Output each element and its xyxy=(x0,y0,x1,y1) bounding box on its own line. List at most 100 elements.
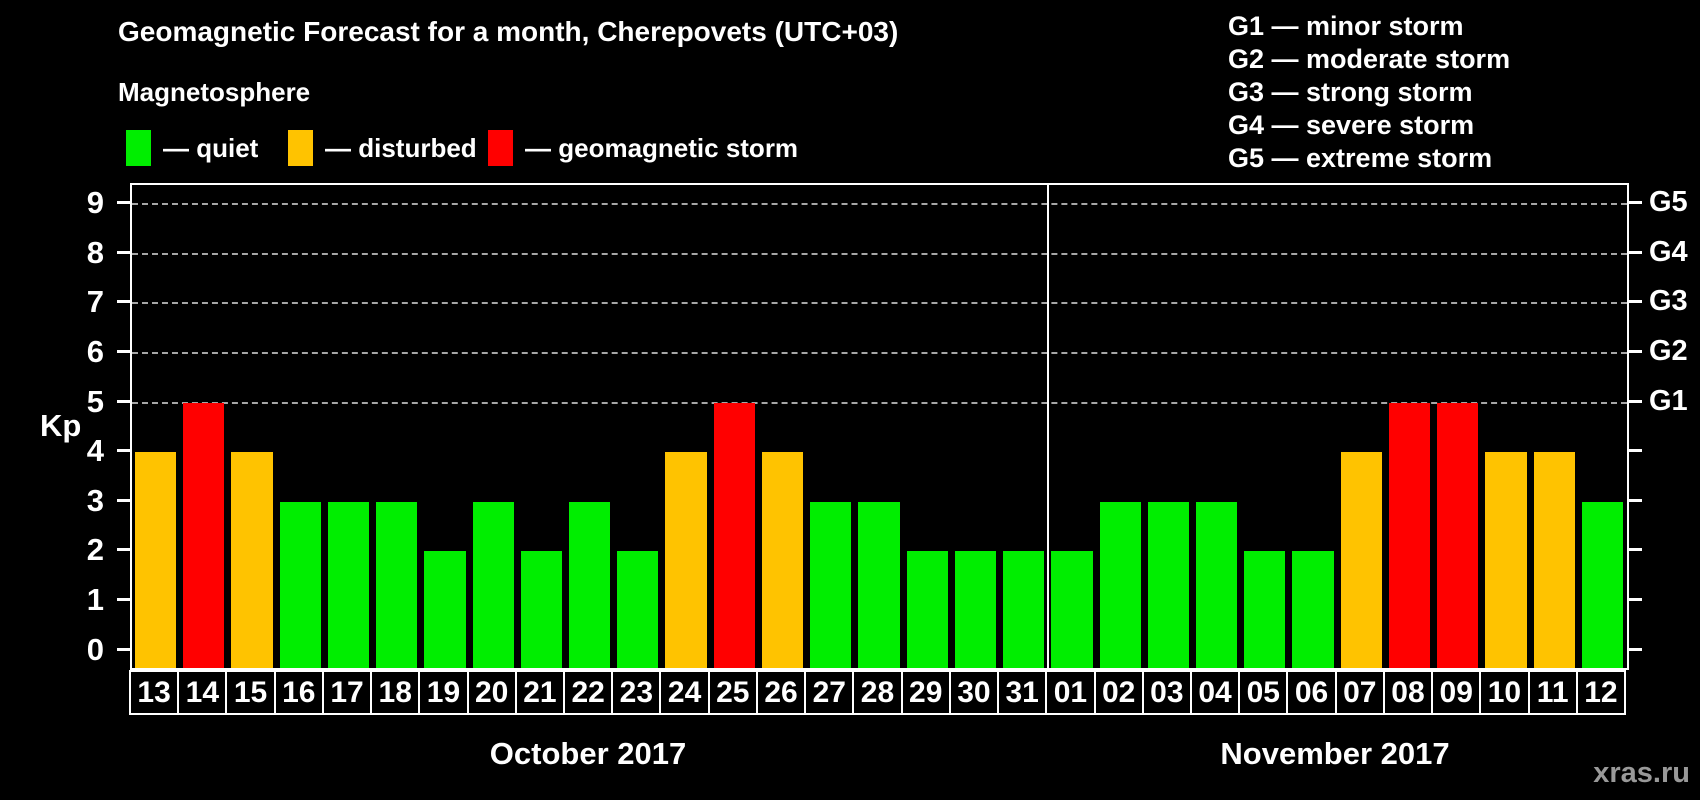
day-label-26: 26 xyxy=(755,670,807,715)
kp-bar-13 xyxy=(135,452,177,668)
legend-label-quiet: — quiet xyxy=(163,133,259,163)
month-label-october: October 2017 xyxy=(489,736,687,771)
kp-bar-03 xyxy=(1147,501,1189,668)
day-label-13: 13 xyxy=(129,670,180,715)
day-label-03: 03 xyxy=(1141,670,1192,715)
kp-bar-07 xyxy=(1340,452,1382,668)
day-label-22: 22 xyxy=(563,670,614,715)
y-tick-label-8: 8 xyxy=(86,234,104,270)
kp-bar-24 xyxy=(665,452,707,668)
right-tick-9 xyxy=(1627,201,1642,205)
y-tick-label-1: 1 xyxy=(86,582,104,618)
storm-swatch-icon xyxy=(488,130,513,166)
right-tick-7 xyxy=(1627,300,1642,304)
kp-bar-20 xyxy=(472,501,514,668)
day-label-04: 04 xyxy=(1189,670,1241,715)
gridline-kp6 xyxy=(132,352,1627,355)
legend-label-disturbed: — disturbed xyxy=(325,133,477,163)
month-separator xyxy=(1047,185,1050,668)
gridline-kp9 xyxy=(132,203,1627,206)
kp-bar-29 xyxy=(906,551,948,668)
storm-scale-legend: G1 — minor storm G2 — moderate storm G3 … xyxy=(1228,10,1510,175)
day-label-27: 27 xyxy=(804,670,855,715)
left-tick-9 xyxy=(117,201,132,205)
kp-bar-05 xyxy=(1244,551,1286,668)
left-tick-7 xyxy=(117,300,132,304)
kp-bar-14 xyxy=(183,402,225,668)
kp-bar-28 xyxy=(858,501,900,668)
day-label-29: 29 xyxy=(900,670,951,715)
left-tick-8 xyxy=(117,250,132,254)
y-tick-label-3: 3 xyxy=(86,482,104,518)
y-tick-label-6: 6 xyxy=(86,334,104,370)
day-label-10: 10 xyxy=(1479,670,1530,715)
page-title: Geomagnetic Forecast for a month, Cherep… xyxy=(118,16,899,47)
day-label-09: 09 xyxy=(1431,670,1482,715)
legend-item-storm: — geomagnetic storm xyxy=(488,130,798,166)
kp-bar-30 xyxy=(954,551,997,668)
left-tick-5 xyxy=(117,399,132,403)
left-tick-0 xyxy=(117,647,132,651)
day-label-12: 12 xyxy=(1575,670,1626,715)
kp-bar-08 xyxy=(1388,402,1431,668)
left-tick-6 xyxy=(117,350,132,354)
kp-bar-21 xyxy=(520,551,563,668)
g-axis-label-G5: G5 xyxy=(1649,186,1688,219)
day-label-07: 07 xyxy=(1334,670,1385,715)
day-label-02: 02 xyxy=(1093,670,1144,715)
gridline-kp7 xyxy=(132,302,1627,305)
y-tick-label-2: 2 xyxy=(86,532,104,568)
left-tick-1 xyxy=(117,598,132,602)
legend-item-quiet: — quiet xyxy=(126,130,258,166)
kp-bar-22 xyxy=(569,501,611,668)
kp-bar-31 xyxy=(1003,551,1045,668)
g3-legend-line: G3 — strong storm xyxy=(1228,77,1473,107)
day-label-28: 28 xyxy=(852,670,903,715)
y-tick-label-0: 0 xyxy=(86,631,104,667)
left-tick-4 xyxy=(117,449,132,453)
kp-bar-06 xyxy=(1292,551,1334,668)
plot-area xyxy=(130,183,1629,670)
day-label-20: 20 xyxy=(466,670,517,715)
kp-bar-23 xyxy=(617,551,659,668)
right-tick-2 xyxy=(1627,548,1642,552)
day-label-23: 23 xyxy=(611,670,662,715)
kp-bar-02 xyxy=(1099,501,1141,668)
kp-bar-10 xyxy=(1485,452,1527,668)
day-label-08: 08 xyxy=(1382,670,1434,715)
kp-bar-01 xyxy=(1051,551,1093,668)
kp-bar-27 xyxy=(810,501,852,668)
kp-bar-11 xyxy=(1533,452,1575,668)
day-label-24: 24 xyxy=(659,670,710,715)
g4-legend-line: G4 — severe storm xyxy=(1228,110,1475,140)
day-label-30: 30 xyxy=(948,670,1000,715)
y-tick-label-7: 7 xyxy=(86,284,104,320)
g1-legend-line: G1 — minor storm xyxy=(1228,11,1464,41)
right-tick-6 xyxy=(1627,350,1642,354)
g-axis-label-G2: G2 xyxy=(1649,335,1688,368)
right-tick-8 xyxy=(1627,250,1642,254)
day-label-01: 01 xyxy=(1045,670,1096,715)
g-axis-label-G4: G4 xyxy=(1649,235,1688,268)
y-tick-label-9: 9 xyxy=(86,185,104,221)
magnetosphere-subtitle: Magnetosphere xyxy=(118,77,311,107)
legend-label-storm: — geomagnetic storm xyxy=(525,133,799,163)
kp-bar-09 xyxy=(1437,402,1479,668)
right-tick-3 xyxy=(1627,498,1642,502)
right-tick-4 xyxy=(1627,449,1642,453)
y-axis-title: Kp xyxy=(40,408,82,443)
day-label-16: 16 xyxy=(273,670,324,715)
kp-bar-15 xyxy=(231,452,273,668)
g5-legend-line: G5 — extreme storm xyxy=(1228,143,1493,173)
watermark: xras.ru xyxy=(1593,757,1690,789)
right-tick-5 xyxy=(1627,399,1642,403)
g-axis-label-G1: G1 xyxy=(1649,384,1688,417)
day-label-11: 11 xyxy=(1527,670,1578,715)
legend-item-disturbed: — disturbed xyxy=(288,130,477,166)
kp-bar-17 xyxy=(327,501,370,668)
quiet-swatch-icon xyxy=(126,130,151,166)
kp-bar-25 xyxy=(713,402,755,668)
disturbed-swatch-icon xyxy=(288,130,313,166)
right-tick-0 xyxy=(1627,647,1642,651)
left-tick-2 xyxy=(117,548,132,552)
